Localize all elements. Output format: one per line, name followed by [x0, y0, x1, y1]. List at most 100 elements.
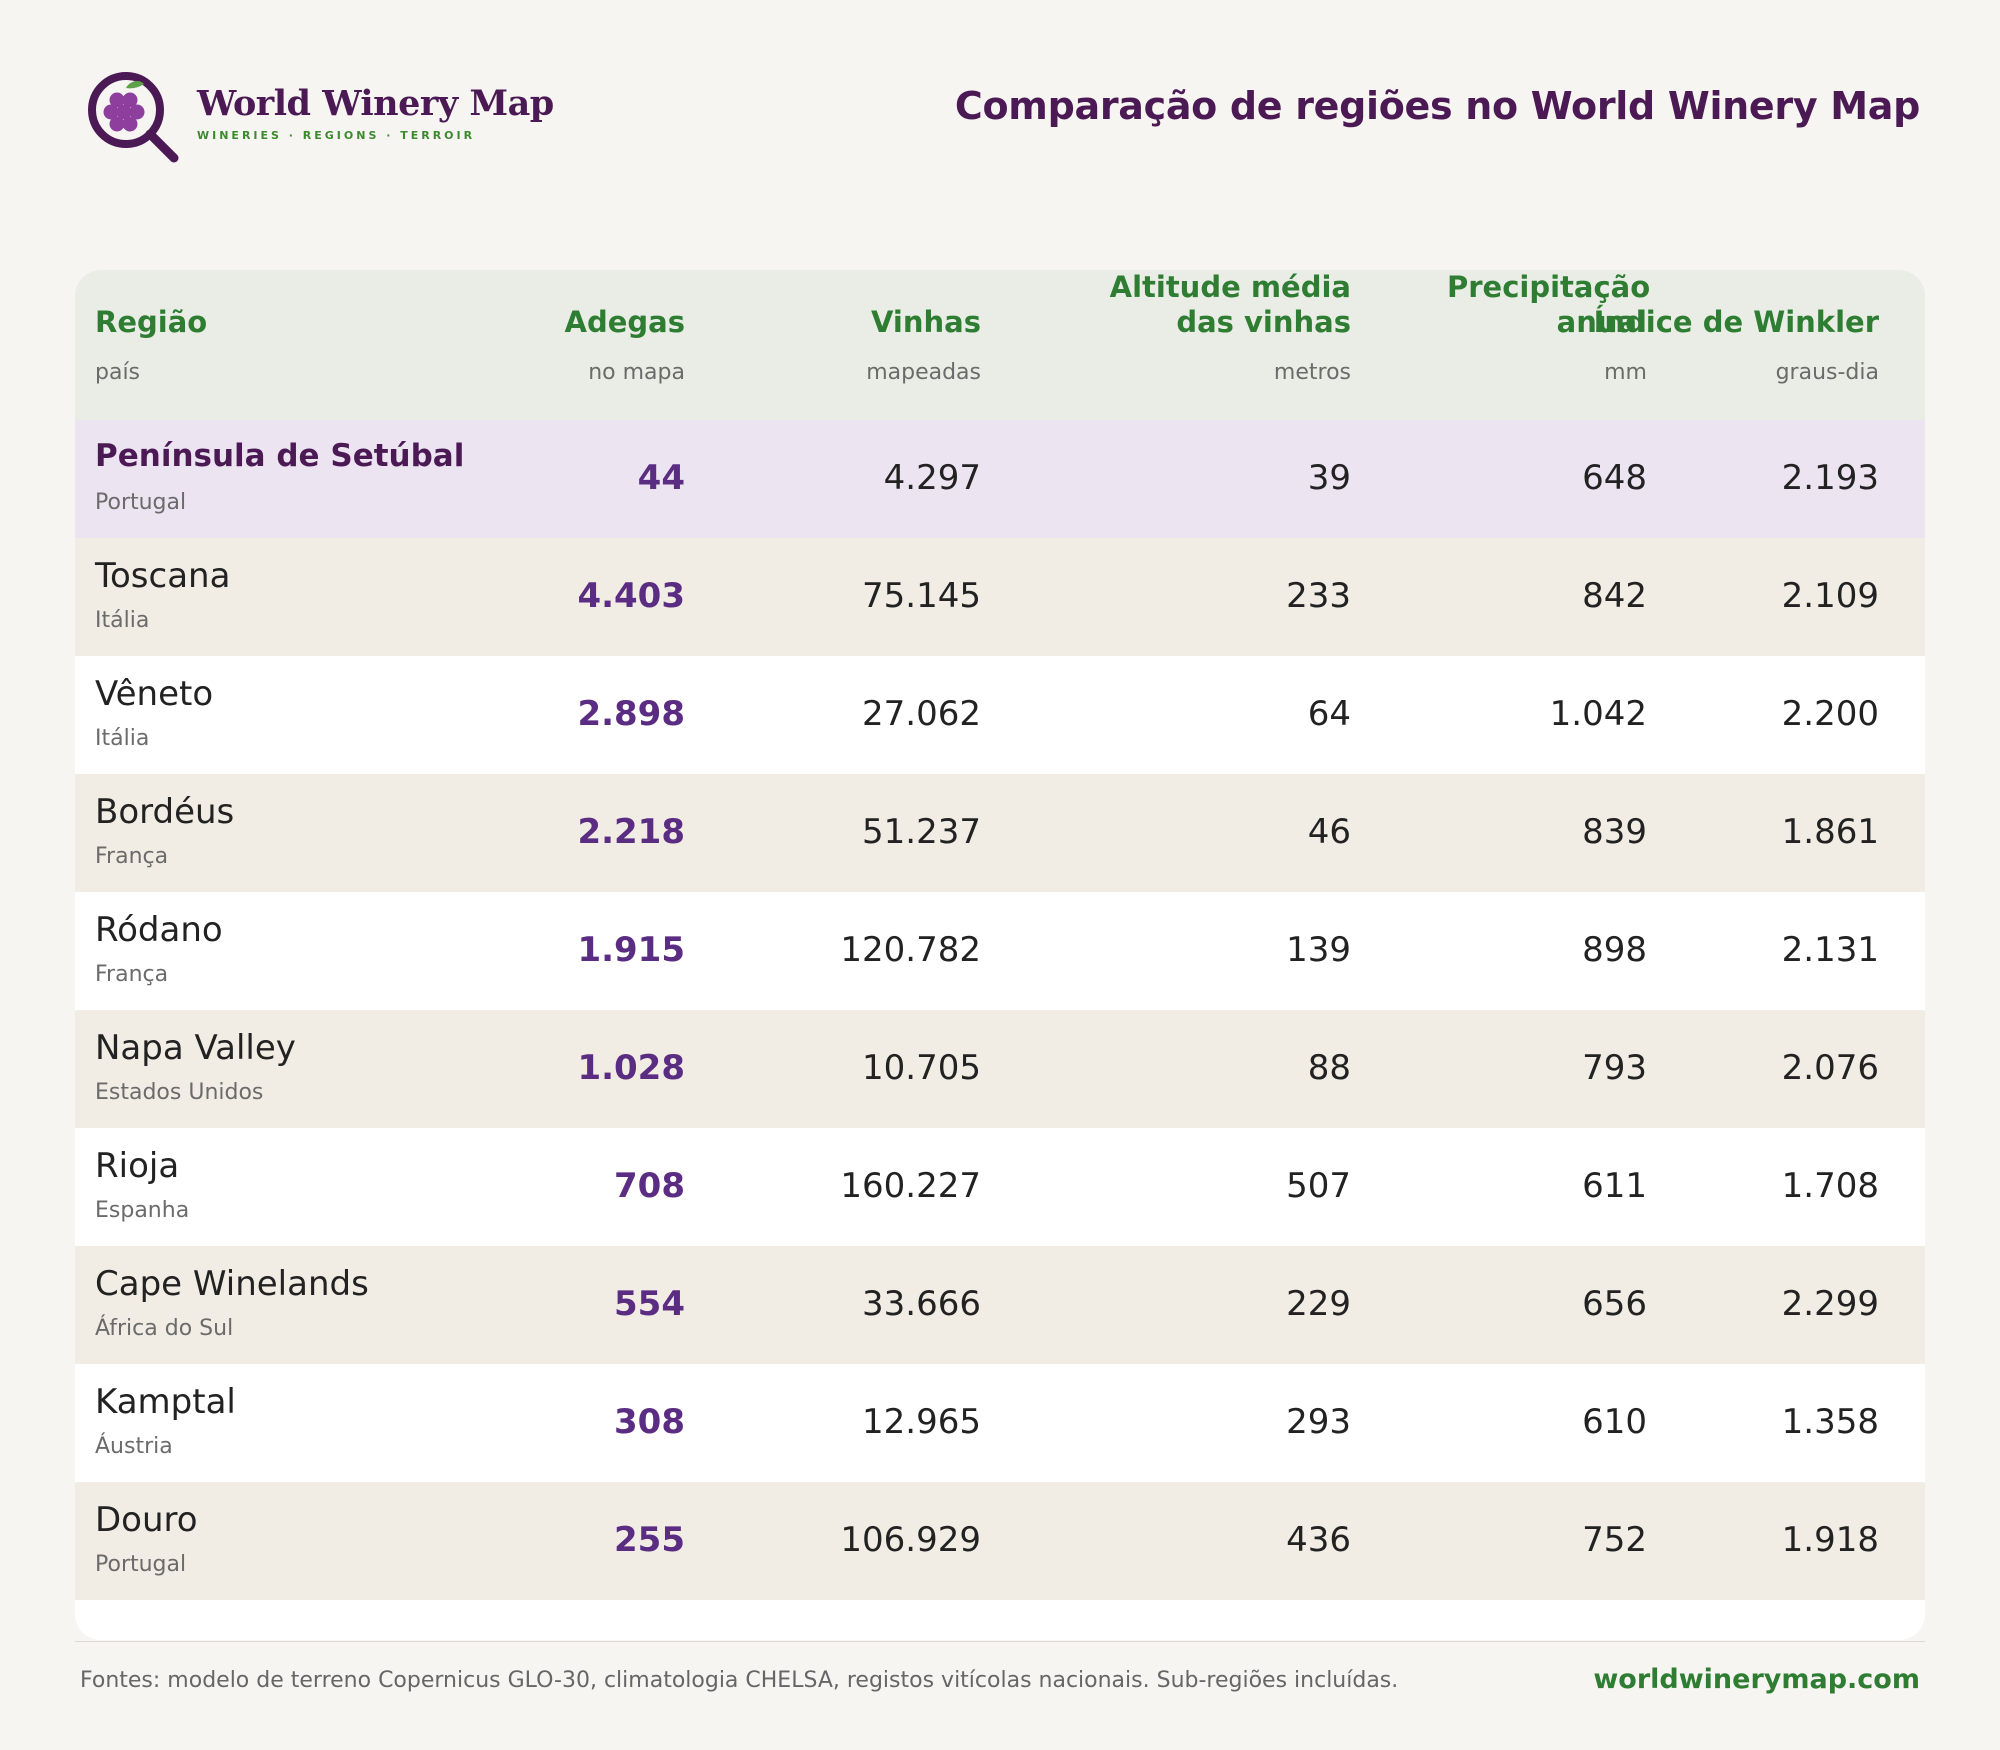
cell-altitude: 507: [1286, 1166, 1351, 1206]
cell-wineries: 2.898: [577, 694, 685, 734]
column-header-winkler: Índice de Winkler: [1593, 305, 1879, 339]
footer-divider: [75, 1641, 1925, 1642]
cell-wineries: 44: [637, 458, 685, 498]
table-row-highlighted[interactable]: Península de Setúbal Portugal 44 4.297 39 648…: [75, 420, 1925, 538]
cell-altitude: 88: [1307, 1048, 1351, 1088]
page-header: World Winery Map WINERIES · REGIONS · TE…: [0, 0, 2000, 200]
column-subheader-precipitation: mm: [1604, 360, 1647, 385]
column-subheader-wineries: no mapa: [588, 360, 685, 385]
cell-altitude: 233: [1286, 576, 1351, 616]
cell-winkler: 2.109: [1781, 576, 1879, 616]
region-name: Toscana: [95, 556, 231, 596]
brand-logo[interactable]: World Winery Map WINERIES · REGIONS · TE…: [197, 86, 554, 142]
cell-vineyards: 27.062: [862, 694, 981, 734]
cell-winkler: 2.200: [1781, 694, 1879, 734]
cell-winkler: 2.299: [1781, 1284, 1879, 1324]
cell-precipitation: 656: [1582, 1284, 1647, 1324]
table-row[interactable]: Kamptal Áustria 308 12.965 293 610 1.358: [75, 1364, 1925, 1482]
cell-wineries: 308: [614, 1402, 685, 1442]
table-row[interactable]: Ródano França 1.915 120.782 139 898 2.131: [75, 892, 1925, 1010]
cell-altitude: 64: [1307, 694, 1351, 734]
column-header-precipitation: Precipitação anual: [1447, 270, 1651, 339]
table-row[interactable]: Bordéus França 2.218 51.237 46 839 1.861: [75, 774, 1925, 892]
cell-vineyards: 51.237: [862, 812, 981, 852]
cell-winkler: 2.131: [1781, 930, 1879, 970]
region-country: Portugal: [95, 490, 187, 515]
table-header: Região país Adegas no mapa Vinhas mapead…: [75, 270, 1925, 420]
region-name: Bordéus: [95, 792, 235, 832]
cell-precipitation: 839: [1582, 812, 1647, 852]
region-country: Estados Unidos: [95, 1080, 264, 1105]
column-header-altitude: Altitude média das vinhas: [1109, 270, 1351, 339]
cell-wineries: 554: [614, 1284, 685, 1324]
table-row[interactable]: Douro Portugal 255 106.929 436 752 1.918: [75, 1482, 1925, 1600]
cell-altitude: 293: [1286, 1402, 1351, 1442]
region-country: Portugal: [95, 1552, 187, 1577]
cell-precipitation: 610: [1582, 1402, 1647, 1442]
cell-vineyards: 120.782: [840, 930, 981, 970]
table-row[interactable]: Napa Valley Estados Unidos 1.028 10.705 88 79…: [75, 1010, 1925, 1128]
region-name: Rioja: [95, 1146, 180, 1186]
column-subheader-altitude: metros: [1273, 360, 1351, 385]
cell-vineyards: 75.145: [862, 576, 981, 616]
cell-winkler: 1.708: [1781, 1166, 1879, 1206]
cell-wineries: 1.915: [577, 930, 685, 970]
cell-wineries: 255: [614, 1520, 685, 1560]
column-subheader-vineyards: mapeadas: [866, 360, 981, 385]
cell-precipitation: 842: [1582, 576, 1647, 616]
region-country: Itália: [95, 608, 150, 633]
column-subheader-winkler: graus-dia: [1775, 360, 1879, 385]
cell-altitude: 46: [1307, 812, 1351, 852]
cell-winkler: 1.918: [1781, 1520, 1879, 1560]
column-header-wineries: Adegas: [564, 305, 685, 339]
brand-tagline: WINERIES · REGIONS · TERROIR: [197, 129, 476, 142]
cell-vineyards: 33.666: [862, 1284, 981, 1324]
region-country: França: [95, 962, 169, 987]
cell-wineries: 1.028: [577, 1048, 685, 1088]
cell-winkler: 2.076: [1781, 1048, 1879, 1088]
column-subheader-region: país: [95, 360, 141, 385]
cell-altitude: 436: [1286, 1520, 1351, 1560]
region-name: Kamptal: [95, 1382, 236, 1422]
cell-winkler: 1.861: [1781, 812, 1879, 852]
cell-winkler: 2.193: [1781, 458, 1879, 498]
comparison-table: Região país Adegas no mapa Vinhas mapead…: [75, 270, 1925, 1640]
table-row[interactable]: Toscana Itália 4.403 75.145 233 842 2.109: [75, 538, 1925, 656]
cell-altitude: 139: [1286, 930, 1351, 970]
cell-altitude: 39: [1307, 458, 1351, 498]
sources-note: Fontes: modelo de terreno Copernicus GLO…: [80, 1668, 1399, 1693]
cell-precipitation: 1.042: [1549, 694, 1647, 734]
cell-precipitation: 752: [1582, 1520, 1647, 1560]
cell-wineries: 4.403: [577, 576, 685, 616]
brand-name: World Winery Map: [197, 83, 554, 124]
table-row[interactable]: Rioja Espanha 708 160.227 507 611 1.708: [75, 1128, 1925, 1246]
region-name: Cape Winelands: [95, 1264, 369, 1304]
region-country: África do Sul: [95, 1316, 234, 1341]
grape-magnifier-logo-icon: [88, 72, 179, 163]
page-title: Comparação de regiões no World Winery Ma…: [954, 84, 1920, 128]
cell-wineries: 708: [614, 1166, 685, 1206]
region-name: Douro: [95, 1500, 198, 1540]
table-row[interactable]: Cape Winelands África do Sul 554 33.666 229 6…: [75, 1246, 1925, 1364]
region-name: Vêneto: [95, 674, 214, 714]
table-row[interactable]: Vêneto Itália 2.898 27.062 64 1.042 2.200: [75, 656, 1925, 774]
column-header-vineyards: Vinhas: [871, 305, 981, 339]
region-name: Ródano: [95, 910, 223, 950]
cell-wineries: 2.218: [577, 812, 685, 852]
cell-precipitation: 898: [1582, 930, 1647, 970]
region-name: Napa Valley: [95, 1028, 296, 1068]
cell-altitude: 229: [1286, 1284, 1351, 1324]
cell-vineyards: 12.965: [862, 1402, 981, 1442]
cell-winkler: 1.358: [1781, 1402, 1879, 1442]
region-name: Península de Setúbal: [95, 438, 465, 474]
cell-vineyards: 10.705: [862, 1048, 981, 1088]
site-link[interactable]: worldwinerymap.com: [1593, 1664, 1920, 1695]
cell-vineyards: 160.227: [840, 1166, 981, 1206]
cell-precipitation: 611: [1582, 1166, 1647, 1206]
region-country: Áustria: [95, 1434, 173, 1459]
cell-precipitation: 648: [1582, 458, 1647, 498]
region-country: Itália: [95, 726, 150, 751]
cell-precipitation: 793: [1582, 1048, 1647, 1088]
cell-vineyards: 106.929: [840, 1520, 981, 1560]
region-country: França: [95, 844, 169, 869]
